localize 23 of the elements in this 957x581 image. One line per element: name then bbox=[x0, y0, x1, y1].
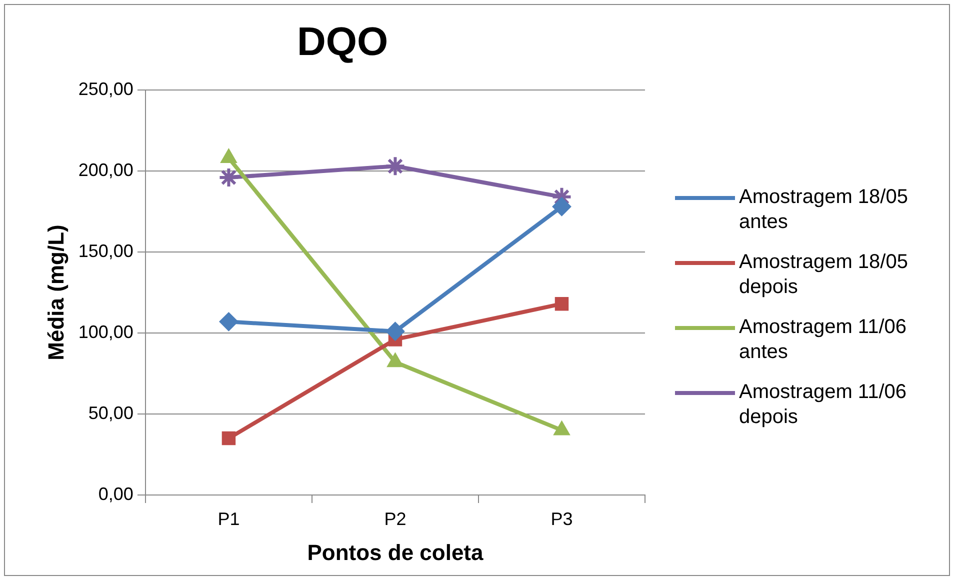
y-tick-label: 50,00 bbox=[88, 402, 134, 423]
x-tick-label: P1 bbox=[218, 508, 240, 529]
point bbox=[554, 296, 569, 311]
y-tick-label: 100,00 bbox=[78, 322, 134, 342]
point bbox=[219, 312, 238, 332]
point bbox=[386, 322, 405, 341]
point bbox=[384, 156, 406, 177]
legend-label: Amostragem 18/05 antes bbox=[739, 185, 909, 235]
legend-label: Amostragem 11/06 depois bbox=[739, 380, 908, 430]
legend-label: Amostragem 11/06 antes bbox=[739, 315, 908, 365]
x-tick-label: P2 bbox=[384, 508, 406, 529]
y-tick-label: 250,00 bbox=[78, 78, 134, 99]
point bbox=[218, 166, 240, 188]
x-axis-title: Pontos de coleta bbox=[307, 540, 484, 565]
point bbox=[552, 197, 572, 216]
chart-title: DQO bbox=[296, 20, 388, 64]
y-axis-title: Média (mg/L) bbox=[43, 224, 68, 360]
y-tick-label: 0,00 bbox=[98, 484, 134, 504]
y-tick-label: 200,00 bbox=[78, 160, 134, 180]
x-tick-label: P3 bbox=[550, 508, 573, 529]
point bbox=[222, 431, 236, 446]
y-tick-label: 150,00 bbox=[78, 240, 134, 261]
legend-label: Amostragem 18/05 depois bbox=[739, 250, 909, 300]
